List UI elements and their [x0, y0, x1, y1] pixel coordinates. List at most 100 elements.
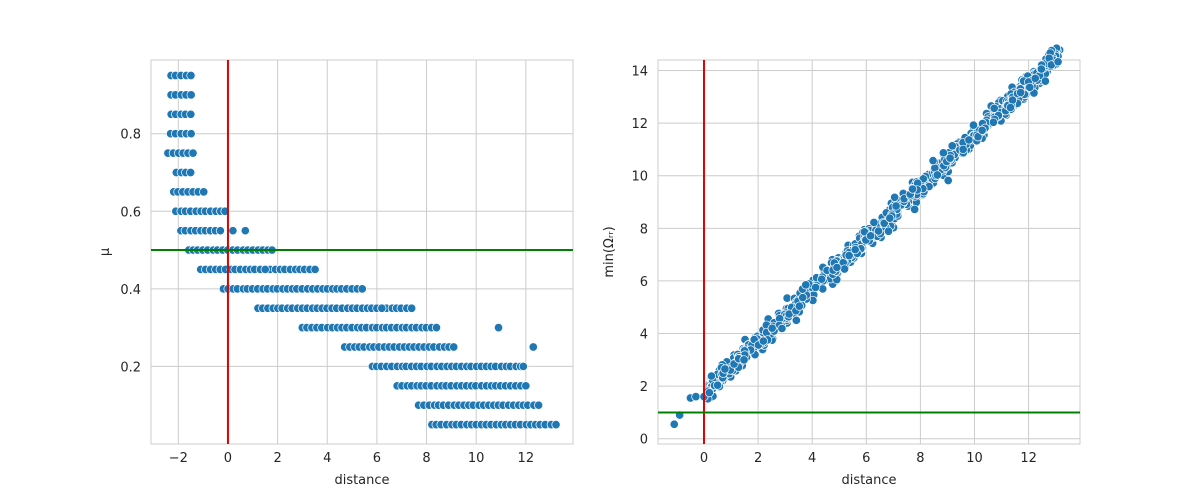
- x-tick-label: 4: [808, 451, 816, 466]
- x-axis-label: distance: [841, 473, 896, 488]
- data-point: [879, 218, 889, 228]
- data-point: [968, 120, 979, 130]
- data-point: [521, 381, 531, 391]
- x-tick-label: 6: [373, 451, 381, 466]
- data-point: [798, 292, 808, 303]
- data-point: [866, 231, 876, 241]
- data-point: [528, 342, 538, 352]
- data-point: [791, 315, 801, 325]
- data-point: [777, 323, 787, 333]
- data-point: [883, 226, 894, 236]
- x-tick-label: 0: [700, 451, 708, 466]
- data-point: [186, 167, 196, 178]
- data-point: [377, 303, 387, 313]
- y-tick-label: 0.4: [120, 283, 141, 298]
- x-tick-label: −2: [169, 451, 188, 466]
- data-point: [817, 274, 827, 284]
- axes-frame: [657, 59, 1081, 445]
- data-point: [988, 117, 998, 127]
- data-point: [493, 323, 504, 333]
- data-point: [310, 264, 320, 275]
- data-point: [357, 284, 367, 294]
- data-point: [228, 226, 238, 236]
- data-point: [932, 170, 942, 180]
- data-point: [186, 90, 196, 100]
- data-point: [844, 251, 854, 261]
- y-tick-label: 0.6: [120, 205, 141, 220]
- x-tick-label: 2: [754, 451, 762, 466]
- data-point: [850, 245, 860, 255]
- data-point: [188, 148, 198, 158]
- x-axis-label: distance: [334, 473, 389, 488]
- data-point: [839, 264, 850, 274]
- data-point: [767, 323, 777, 333]
- data-point: [1053, 57, 1063, 67]
- data-point: [199, 187, 209, 197]
- x-tick-label: 8: [916, 451, 924, 466]
- x-tick-label: 0: [224, 451, 232, 466]
- data-point: [1030, 73, 1040, 83]
- data-point: [758, 336, 768, 346]
- data-point: [890, 192, 900, 202]
- y-tick-label: 0.8: [120, 128, 141, 143]
- y-tick-label: 0.2: [120, 360, 141, 375]
- data-point: [720, 364, 730, 374]
- y-tick-label: 0: [640, 433, 648, 448]
- data-point: [551, 420, 561, 430]
- data-point: [885, 213, 895, 223]
- data-point: [873, 226, 884, 236]
- y-tick-label: 2: [640, 380, 648, 395]
- data-point: [910, 204, 920, 214]
- x-tick-label: 8: [422, 451, 430, 466]
- x-tick-label: 10: [468, 451, 485, 466]
- data-point: [186, 109, 196, 119]
- y-tick-label: 12: [631, 117, 648, 132]
- data-point: [945, 153, 955, 163]
- data-point: [449, 342, 459, 352]
- data-point: [186, 70, 196, 81]
- data-point: [794, 301, 804, 311]
- data-point: [958, 144, 968, 154]
- data-point: [186, 129, 196, 139]
- data-point: [1005, 102, 1015, 113]
- data-point: [928, 156, 938, 166]
- data-point: [869, 217, 879, 227]
- data-point: [215, 226, 225, 236]
- data-point: [947, 141, 957, 151]
- x-tick-label: 4: [323, 451, 331, 466]
- data-point: [704, 388, 714, 398]
- data-point: [938, 148, 948, 158]
- x-tick-label: 6: [862, 451, 870, 466]
- y-tick-label: 6: [640, 275, 648, 290]
- right-subplot: 0 2 4 6 8 10 12 0 2 4 6 8 10 12 14 distance min(Ωᵣᵣ): [602, 43, 1081, 488]
- data-point: [973, 132, 983, 142]
- data-point: [669, 419, 679, 429]
- y-tick-label: 10: [631, 170, 648, 185]
- y-axis-label: μ: [98, 248, 113, 256]
- data-point: [739, 355, 749, 365]
- y-tick-label: 4: [640, 328, 648, 343]
- data-point: [891, 201, 901, 211]
- data-point: [943, 175, 953, 186]
- x-tick-label: 10: [966, 451, 983, 466]
- data-point: [832, 262, 842, 273]
- data-point: [431, 323, 442, 333]
- data-point: [1025, 82, 1035, 92]
- data-point: [964, 135, 974, 145]
- data-point: [260, 264, 270, 275]
- data-point: [977, 125, 987, 135]
- data-point: [407, 303, 417, 313]
- y-tick-label: 8: [640, 222, 648, 237]
- data-point: [1040, 76, 1050, 86]
- data-point: [534, 400, 544, 410]
- data-point: [240, 226, 250, 236]
- data-point: [691, 392, 701, 402]
- left-subplot: −2 0 2 4 6 8 10 12 0.2 0.4 0.6 0.8 distance μ: [98, 59, 574, 488]
- data-point: [1016, 87, 1026, 98]
- y-tick-label: 14: [631, 65, 648, 80]
- y-axis-label: min(Ωᵣᵣ): [602, 226, 617, 277]
- data-point: [801, 280, 811, 290]
- data-point: [1036, 64, 1046, 74]
